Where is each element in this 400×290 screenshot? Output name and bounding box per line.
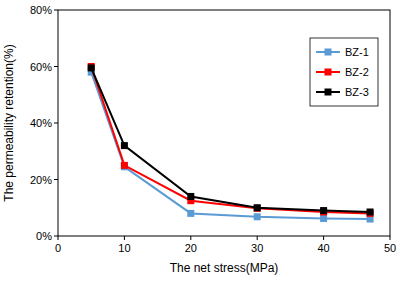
marker bbox=[254, 213, 261, 220]
y-tick-label: 0% bbox=[36, 230, 52, 242]
marker bbox=[187, 210, 194, 217]
y-tick bbox=[54, 66, 58, 67]
marker bbox=[88, 64, 95, 71]
x-axis-title: The net stress(MPa) bbox=[170, 261, 279, 275]
legend-box bbox=[310, 38, 378, 106]
y-axis-title: The permeability retention(%) bbox=[2, 44, 16, 201]
x-tick bbox=[390, 236, 391, 240]
legend-marker bbox=[325, 69, 332, 76]
x-tick-label: 20 bbox=[185, 242, 197, 254]
y-tick bbox=[54, 236, 58, 237]
legend-label: BZ-2 bbox=[345, 66, 369, 78]
legend-marker bbox=[325, 49, 332, 56]
y-tick bbox=[54, 123, 58, 124]
marker bbox=[254, 205, 261, 212]
plot-frame bbox=[58, 10, 390, 236]
x-tick-label: 50 bbox=[384, 242, 396, 254]
x-tick-label: 10 bbox=[118, 242, 130, 254]
series-line bbox=[91, 72, 370, 219]
y-tick-label: 60% bbox=[30, 61, 52, 73]
series-line bbox=[91, 68, 370, 212]
y-tick bbox=[54, 10, 58, 11]
marker bbox=[254, 204, 261, 211]
x-tick-label: 0 bbox=[55, 242, 61, 254]
x-tick bbox=[323, 236, 324, 240]
x-tick-label: 40 bbox=[317, 242, 329, 254]
legend: BZ-1 BZ-2 BZ-3 bbox=[310, 38, 378, 106]
y-tick bbox=[54, 179, 58, 180]
x-tick bbox=[58, 236, 59, 240]
x-tick bbox=[190, 236, 191, 240]
x-tick-label: 30 bbox=[251, 242, 263, 254]
x-tick bbox=[124, 236, 125, 240]
chart: 0 10 20 30 40 50 0% 20% 40% 60% 80% The net stress(… bbox=[0, 0, 400, 290]
x-tick bbox=[257, 236, 258, 240]
y-tick-label: 20% bbox=[30, 174, 52, 186]
legend-label: BZ-3 bbox=[345, 86, 369, 98]
legend-label: BZ-1 bbox=[345, 46, 369, 58]
marker bbox=[121, 142, 128, 149]
marker bbox=[320, 207, 327, 214]
marker bbox=[367, 208, 374, 215]
marker bbox=[320, 215, 327, 222]
y-tick-label: 40% bbox=[30, 117, 52, 129]
legend-marker bbox=[325, 89, 332, 96]
series-line bbox=[91, 67, 370, 214]
marker bbox=[121, 162, 128, 169]
marker bbox=[187, 193, 194, 200]
y-tick-label: 80% bbox=[30, 4, 52, 16]
